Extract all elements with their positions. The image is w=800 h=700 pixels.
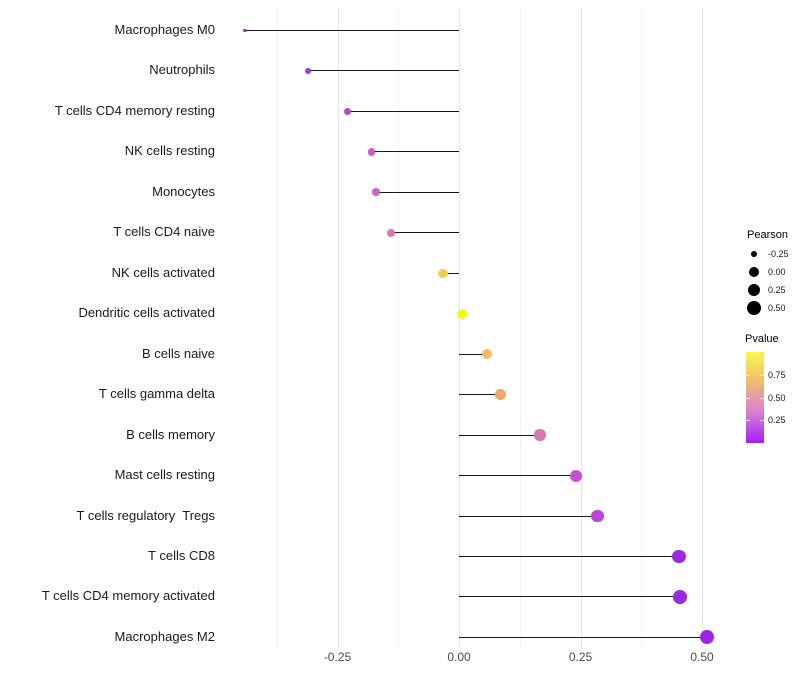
lollipop-dot xyxy=(700,630,715,645)
lollipop-line xyxy=(459,353,488,355)
lollipop-dot xyxy=(570,469,583,482)
category-label: T cells CD4 naive xyxy=(113,224,215,240)
lollipop-line xyxy=(459,636,708,638)
lollipop-dot xyxy=(386,228,396,237)
category-label: Neutrophils xyxy=(149,62,215,78)
lollipop-line xyxy=(442,272,459,274)
pvalue-tick-label: 0.50 xyxy=(768,392,786,403)
size-legend-circle xyxy=(749,267,759,277)
lollipop-line xyxy=(459,596,681,598)
x-tick-label: 0.25 xyxy=(568,650,593,664)
lollipop-line xyxy=(308,70,459,72)
category-label: T cells regulatory Tregs xyxy=(76,507,215,523)
lollipop-dot xyxy=(673,590,687,604)
pvalue-tick xyxy=(760,420,764,422)
category-label: T cells CD8 xyxy=(148,547,215,563)
lollipop-line xyxy=(376,191,459,193)
category-label: T cells gamma delta xyxy=(98,386,215,402)
x-tick-label: -0.25 xyxy=(323,650,352,664)
category-label: Macrophages M2 xyxy=(114,628,215,644)
x-tick-label: 0.50 xyxy=(690,650,714,664)
pvalue-tick xyxy=(746,420,750,422)
lollipop-line xyxy=(459,434,541,436)
lollipop-dot xyxy=(534,429,546,441)
category-label: Mast cells resting xyxy=(114,467,215,483)
minor-gridline xyxy=(398,8,400,648)
lollipop-dot xyxy=(457,308,468,319)
lollipop-dot xyxy=(494,389,506,400)
size-legend-label: 0.00 xyxy=(768,267,786,277)
category-label: NK cells resting xyxy=(124,143,215,159)
lollipop-dot xyxy=(481,348,493,360)
category-label: B cells memory xyxy=(126,426,215,442)
category-label: T cells CD4 memory resting xyxy=(54,102,215,118)
category-label: T cells CD4 memory activated xyxy=(41,588,215,604)
pvalue-tick xyxy=(746,397,750,399)
pvalue-tick xyxy=(760,397,764,399)
pvalue-tick-label: 0.75 xyxy=(768,369,786,380)
minor-gridline xyxy=(641,8,643,648)
pvalue-gradient-bar xyxy=(746,352,764,443)
lollipop-line xyxy=(459,515,598,517)
category-label: Dendritic cells activated xyxy=(78,305,215,321)
lollipop-line xyxy=(347,110,459,112)
size-legend-circle xyxy=(747,301,761,315)
lollipop-dot xyxy=(672,549,686,564)
category-label: B cells naive xyxy=(142,345,215,361)
category-label: Monocytes xyxy=(152,183,215,199)
lollipop-dot xyxy=(372,188,381,197)
size-legend-label: 0.50 xyxy=(768,303,786,313)
pvalue-tick-label: 0.25 xyxy=(768,415,786,426)
x-tick-label: 0.00 xyxy=(447,650,471,664)
size-legend-label: -0.25 xyxy=(768,249,789,259)
lollipop-line xyxy=(459,394,501,396)
lollipop-dot xyxy=(343,107,351,116)
lollipop-line xyxy=(459,555,680,557)
lollipop-line xyxy=(371,151,459,153)
minor-gridline xyxy=(519,8,521,648)
lollipop-dot xyxy=(591,509,604,523)
lollipop-line xyxy=(459,475,577,477)
pvalue-tick xyxy=(760,374,764,376)
lollipop-dot xyxy=(305,67,312,74)
pvalue-tick xyxy=(746,374,750,376)
major-gridline xyxy=(337,8,339,648)
major-gridline xyxy=(702,8,703,648)
minor-gridline xyxy=(276,8,278,648)
color-legend-title: Pvalue xyxy=(745,333,779,345)
size-legend-circle xyxy=(750,250,758,258)
lollipop-dot xyxy=(438,268,448,278)
size-legend-title: Pearson xyxy=(747,229,788,241)
lollipop-dot xyxy=(243,28,247,33)
size-legend-label: 0.25 xyxy=(768,285,786,295)
lollipop-dot xyxy=(367,147,376,156)
lollipop-line xyxy=(390,232,459,234)
size-legend-circle xyxy=(747,283,761,297)
major-gridline xyxy=(580,8,582,648)
category-label: NK cells activated xyxy=(111,264,215,280)
major-gridline xyxy=(459,8,460,648)
lollipop-line xyxy=(245,30,459,31)
category-label: Macrophages M0 xyxy=(114,22,215,37)
